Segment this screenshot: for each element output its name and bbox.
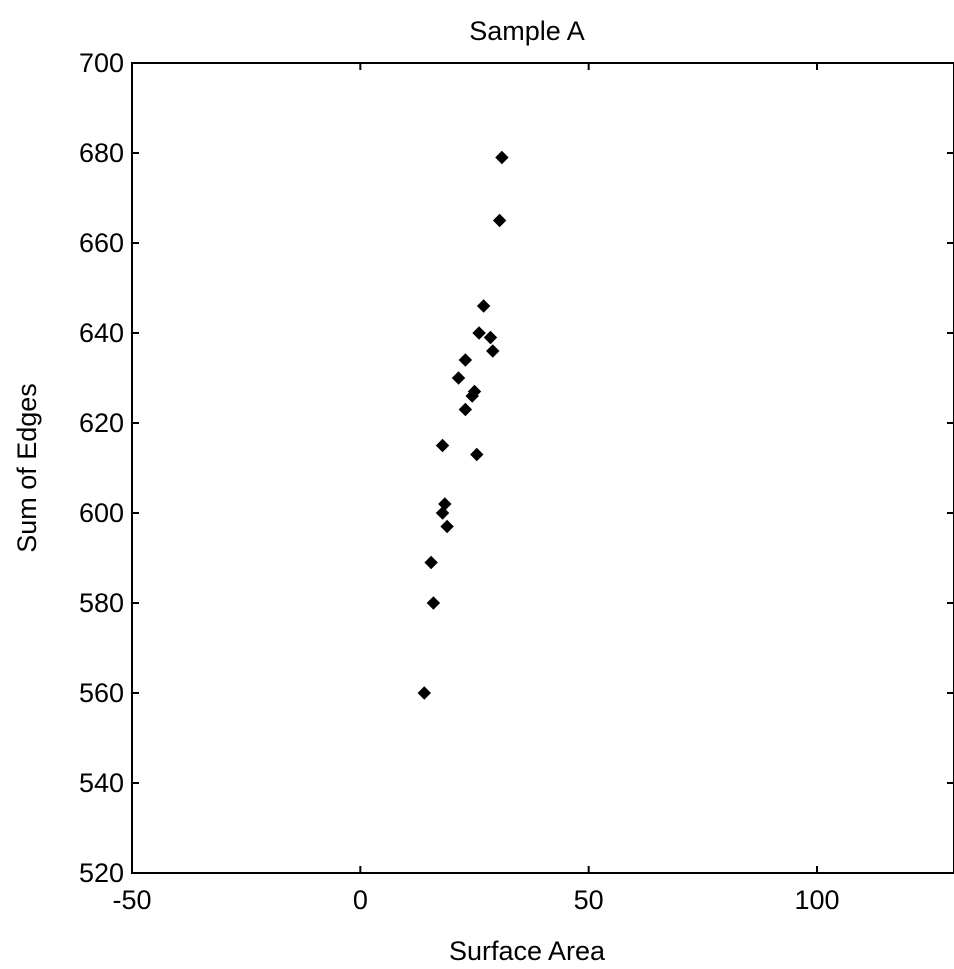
plot-frame [131, 62, 954, 874]
data-point [458, 353, 473, 367]
x-tick-label: 100 [794, 885, 839, 915]
chart-title: Sample A [469, 16, 585, 46]
data-point [435, 506, 450, 520]
data-point [495, 150, 509, 165]
y-tick-label: 540 [79, 768, 124, 798]
y-tick-label: 520 [79, 858, 124, 888]
y-tick-label: 700 [79, 48, 124, 78]
data-point [470, 447, 484, 462]
data-point [476, 299, 491, 313]
data-point [451, 371, 466, 385]
y-axis-label: Sum of Edges [12, 383, 42, 553]
data-point [417, 686, 431, 700]
data-point [472, 326, 486, 340]
x-axis-label: Surface Area [449, 936, 606, 966]
data-point [438, 497, 452, 511]
y-tick-label: 580 [79, 588, 124, 618]
data-point [424, 555, 438, 570]
y-tick-label: 560 [79, 678, 124, 708]
y-tick-label: 660 [79, 228, 124, 258]
data-point [467, 384, 482, 399]
data-point [426, 596, 441, 610]
x-tick-label: 50 [574, 885, 604, 915]
data-point [492, 213, 507, 228]
data-points [417, 150, 509, 700]
y-axis: 520 540 560 580 600 620 640 660 680 700 [79, 48, 954, 888]
data-point [458, 402, 473, 417]
x-tick-label: -50 [112, 885, 151, 915]
y-tick-label: 640 [79, 318, 124, 348]
data-point [486, 344, 500, 358]
data-point [435, 438, 450, 453]
y-tick-label: 620 [79, 408, 124, 438]
y-tick-label: 680 [79, 138, 124, 168]
data-point [440, 519, 454, 534]
y-tick-label: 600 [79, 498, 124, 528]
x-axis: -50 0 50 100 [112, 63, 840, 915]
x-tick-label: 0 [353, 885, 368, 915]
data-point [483, 330, 498, 345]
